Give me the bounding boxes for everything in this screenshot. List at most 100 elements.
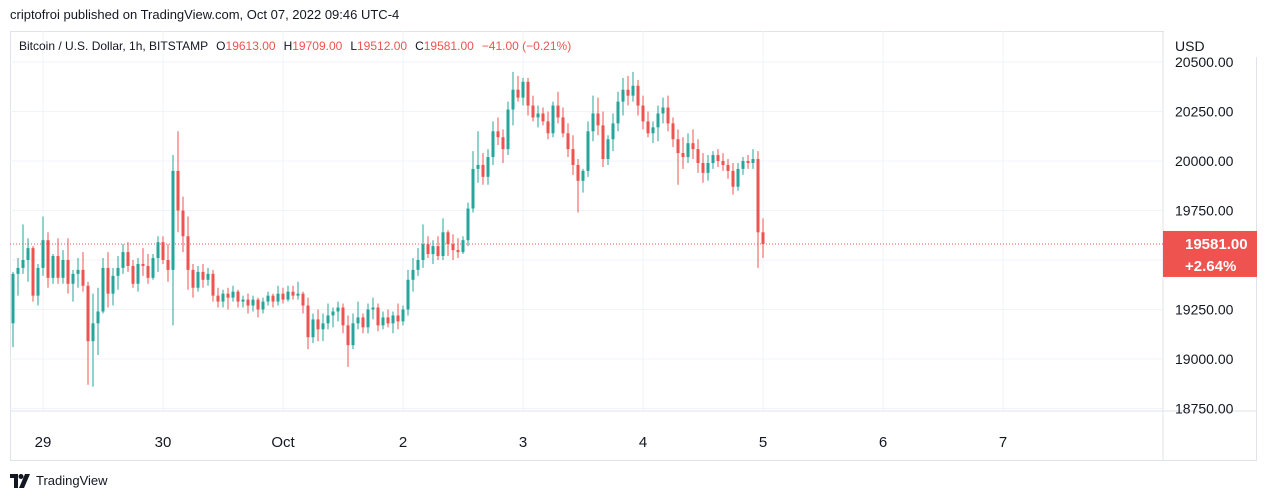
candle (621, 77, 625, 116)
candle (406, 269, 410, 316)
candle (36, 263, 40, 306)
candle-body (176, 170, 180, 211)
candle-body (396, 315, 400, 322)
candle-body (546, 121, 550, 134)
candle-body (26, 248, 30, 260)
time-tick-label: 29 (35, 434, 52, 451)
candle-body (281, 293, 285, 300)
candle (276, 285, 280, 306)
candle-body (86, 285, 90, 342)
candle-body (671, 123, 675, 140)
price-tick-label: 18750.00 (1175, 401, 1234, 417)
candle (361, 313, 365, 334)
candle-body (506, 109, 510, 150)
candle-body (211, 273, 215, 296)
candle (391, 311, 395, 334)
currency-label[interactable]: USD (1175, 38, 1205, 54)
candle (751, 149, 755, 169)
candle (256, 297, 260, 318)
candle (721, 153, 725, 171)
candle (416, 248, 420, 276)
time-tick-label: 30 (155, 434, 172, 451)
candle-body (96, 311, 100, 324)
candles (11, 71, 765, 387)
candle-body (436, 246, 440, 257)
candle (341, 303, 345, 334)
candle-body (206, 273, 210, 280)
high-label: H (283, 39, 293, 53)
candle (521, 77, 525, 106)
candle (246, 293, 250, 314)
candle (41, 216, 45, 276)
candle-body (746, 161, 750, 163)
candle (81, 252, 85, 292)
publisher-line: criptofroi published on TradingView.com,… (10, 7, 400, 22)
candle-body (286, 291, 290, 300)
candle (346, 315, 350, 367)
candle (351, 313, 355, 350)
candle-body (196, 271, 200, 288)
candle-body (261, 301, 265, 310)
close-label: C (415, 39, 424, 53)
candle-body (686, 143, 690, 158)
candle-body (151, 258, 155, 278)
candle (206, 267, 210, 286)
candle-body (636, 85, 640, 106)
candle (21, 224, 25, 274)
candle-body (431, 246, 435, 255)
candle-body (556, 105, 560, 118)
candle (491, 121, 495, 165)
candle (171, 155, 175, 326)
close-value: 19581.00 (423, 39, 474, 53)
candle (281, 287, 285, 304)
candle (136, 258, 140, 292)
candle-body (446, 232, 450, 245)
candle (196, 265, 200, 292)
candle-body (741, 161, 745, 169)
candle (191, 263, 195, 298)
candle-body (341, 307, 345, 326)
candle-body (61, 260, 65, 278)
candle-body (456, 250, 460, 253)
candle-body (81, 269, 85, 286)
candle-body (381, 317, 385, 326)
candle-body (186, 236, 190, 270)
candle (581, 168, 585, 193)
candle (11, 271, 15, 348)
candle-body (586, 131, 590, 171)
candle (131, 260, 135, 288)
candle-body (71, 273, 75, 284)
candle-body (706, 162, 710, 173)
candle (681, 137, 685, 169)
candle (326, 303, 330, 330)
candle (216, 287, 220, 308)
candle (71, 269, 75, 302)
candle (676, 129, 680, 185)
tradingview-logo[interactable]: TradingView (10, 473, 108, 488)
candle (626, 75, 630, 106)
candlestick-chart[interactable]: 18750.0019000.0019250.0019500.0019750.00… (10, 31, 1257, 461)
candle-body (736, 168, 740, 187)
candle (691, 129, 695, 160)
candle-body (416, 260, 420, 270)
candle (556, 91, 560, 124)
symbol-legend: Bitcoin / U.S. Dollar, 1h, BITSTAMP O1961… (19, 39, 571, 53)
price-tick-label: 19000.00 (1175, 351, 1234, 367)
candle (546, 111, 550, 140)
change-value: −41.00 (−0.21%) (481, 39, 572, 53)
candle (426, 236, 430, 259)
candle-body (371, 307, 375, 310)
last-price-value: 19581.00 (1185, 236, 1248, 253)
candle (156, 236, 160, 272)
candle-body (411, 269, 415, 280)
candle (141, 248, 145, 276)
candle-body (631, 85, 635, 96)
candle (566, 123, 570, 158)
candle (66, 238, 70, 294)
candle-body (161, 242, 165, 260)
candle (731, 162, 735, 195)
candle-body (606, 139, 610, 160)
candle (646, 111, 650, 138)
candle-body (36, 267, 40, 296)
candle-body (551, 105, 555, 134)
